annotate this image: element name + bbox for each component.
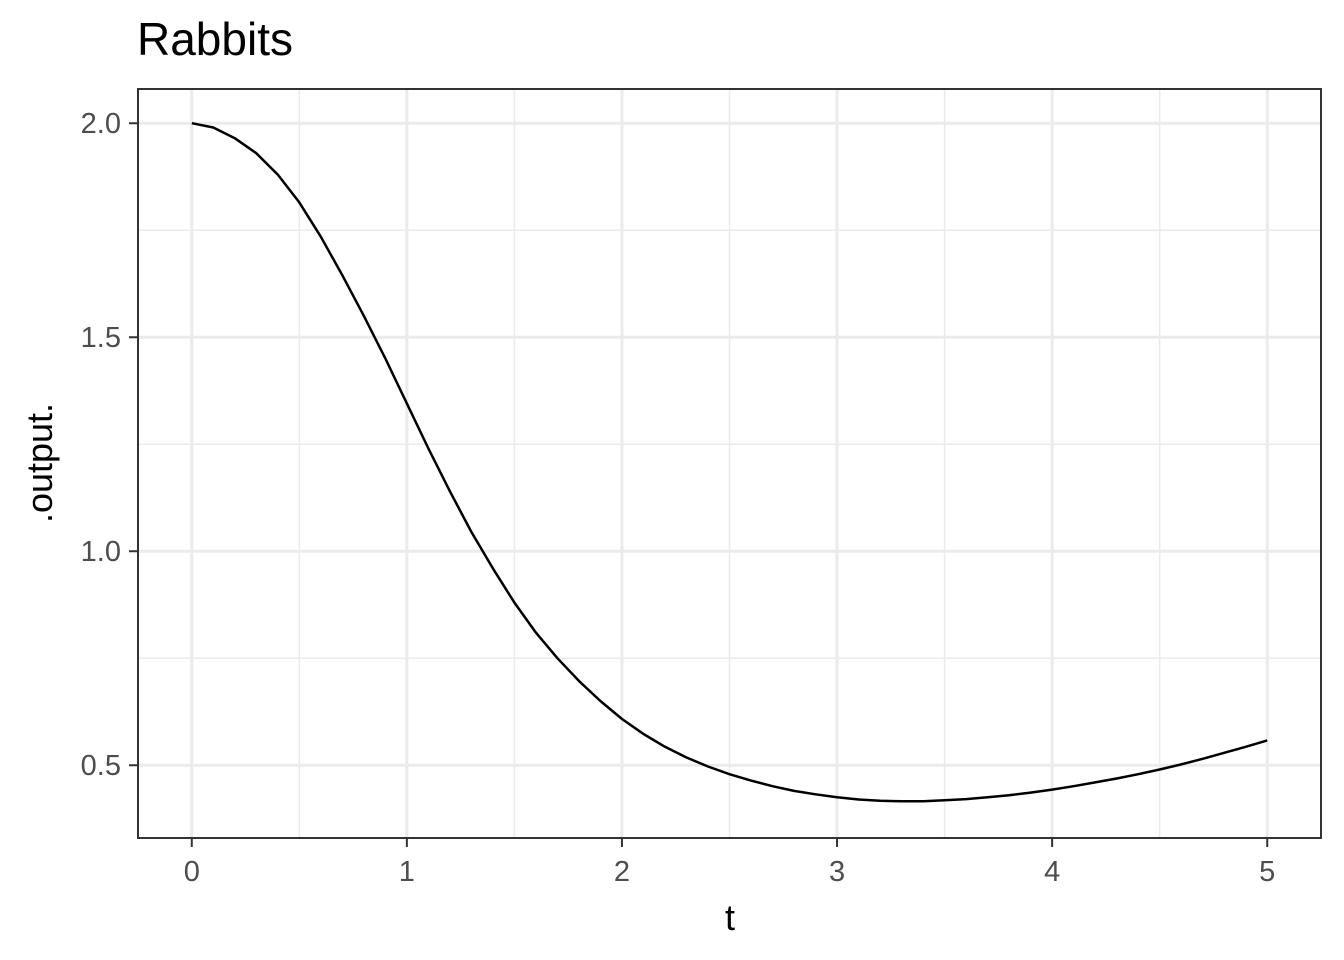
- x-tick-label: 5: [1259, 856, 1275, 888]
- plot-panel: [137, 88, 1322, 839]
- x-tick-label: 4: [1044, 856, 1060, 888]
- x-axis-title: t: [725, 897, 735, 938]
- y-axis: 0.5 1.0 1.5 2.0: [81, 108, 138, 782]
- x-tick-label: 2: [614, 856, 630, 888]
- x-tick-label: 3: [829, 856, 845, 888]
- x-tick-label: 1: [399, 856, 415, 888]
- panel-border: [137, 88, 1322, 839]
- minor-gridlines: [138, 89, 1321, 838]
- y-tick-label: 1.0: [81, 536, 121, 568]
- y-tick-label: 1.5: [81, 322, 121, 354]
- major-gridlines: [138, 89, 1321, 838]
- series-line: [191, 121, 1268, 803]
- chart-title: Rabbits: [137, 13, 293, 65]
- x-tick-label: 0: [184, 856, 200, 888]
- y-tick-label: 0.5: [81, 750, 121, 782]
- y-axis-title: .output.: [19, 403, 60, 523]
- x-axis: 0 1 2 3 4 5: [184, 838, 1275, 888]
- y-tick-label: 2.0: [81, 108, 121, 140]
